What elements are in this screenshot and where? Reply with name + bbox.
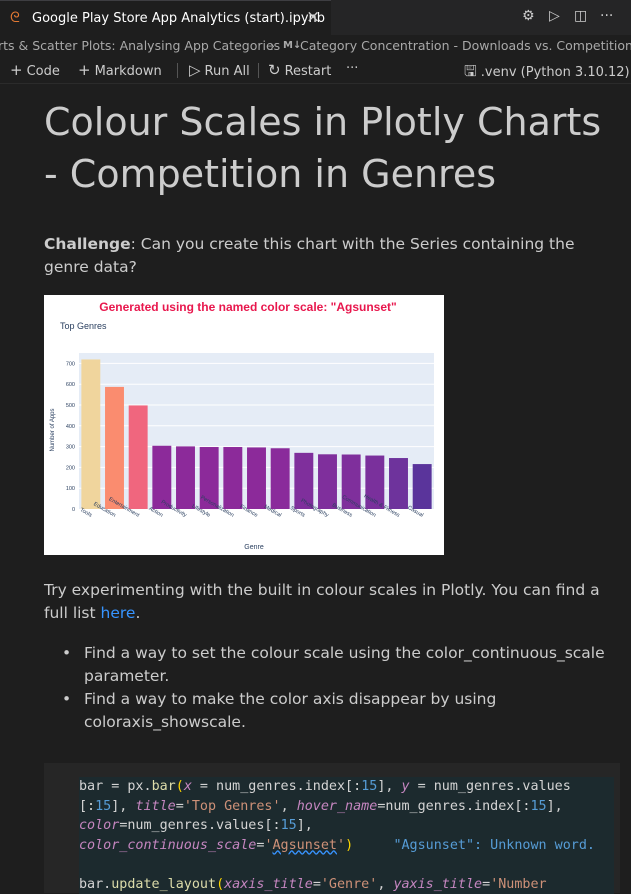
add-code-label: Code — [26, 64, 60, 79]
page-title: Colour Scales in Plotly Charts - Competi… — [44, 100, 602, 196]
list-item: Find a way to set the colour scale using… — [44, 642, 624, 688]
bar[interactable] — [223, 447, 243, 509]
tab-title: Google Play Store App Analytics (start).… — [32, 11, 326, 26]
jupyter-icon: ᘓ — [10, 10, 20, 26]
restart-button[interactable]: ↻ Restart — [268, 61, 331, 79]
x-axis-label: Genre — [244, 544, 264, 551]
more-toolbar-icon[interactable]: ··· — [346, 61, 359, 76]
code-line-1: bar = px.bar(x = num_genres.index[:15], … — [79, 779, 571, 794]
more-actions-icon[interactable]: ··· — [600, 8, 614, 24]
bar[interactable] — [81, 359, 101, 509]
bar-chart: Generated using the named color scale: "… — [50, 300, 434, 551]
bar[interactable] — [176, 446, 195, 509]
editor-tab[interactable]: ᘓ Google Play Store App Analytics (start… — [0, 0, 331, 35]
chevron-right-icon: › — [270, 38, 275, 53]
kernel-icon: 🖫 — [464, 62, 477, 80]
try-paragraph: Try experimenting with the built in colo… — [44, 579, 624, 625]
bar[interactable] — [365, 455, 385, 509]
y-axis-label: Number of Apps — [50, 408, 56, 451]
breadcrumb: rts & Scatter Plots: Analysing App Categ… — [0, 35, 631, 57]
bar[interactable] — [389, 458, 408, 509]
bar[interactable] — [105, 386, 124, 509]
gear-icon[interactable]: ⚙ — [522, 8, 535, 24]
code-line-2: [:15], title='Top Genres', hover_name=nu… — [79, 798, 563, 814]
y-tick-label: 300 — [66, 445, 75, 451]
bar[interactable] — [247, 447, 266, 509]
y-tick-label: 400 — [66, 424, 75, 430]
breadcrumb-item-cell[interactable]: Category Concentration - Downloads vs. C… — [300, 38, 631, 53]
y-tick-label: 500 — [66, 403, 75, 409]
kernel-picker[interactable]: 🖫 .venv (Python 3.10.12) — [464, 61, 630, 86]
markdown-icon: M↓ — [283, 40, 302, 51]
bar[interactable] — [294, 452, 314, 509]
challenge-paragraph: Challenge: Can you create this chart wit… — [44, 233, 624, 279]
run-all-label: Run All — [204, 64, 250, 79]
y-tick-label: 0 — [72, 507, 75, 513]
bar[interactable] — [270, 448, 290, 509]
add-markdown-label: Markdown — [94, 64, 162, 79]
y-tick-label: 100 — [66, 486, 75, 492]
bar[interactable] — [318, 454, 337, 509]
toolbar-divider — [177, 63, 178, 78]
close-icon[interactable]: × — [306, 7, 321, 27]
run-all-button[interactable]: ▷ Run All — [189, 61, 250, 79]
add-code-button[interactable]: + Code — [10, 61, 60, 79]
run-icon[interactable]: ▷ — [549, 8, 560, 24]
x-tick-label: Tools — [79, 507, 93, 519]
add-markdown-button[interactable]: + Markdown — [78, 61, 162, 79]
restart-label: Restart — [284, 64, 332, 79]
tab-bar: ᘓ Google Play Store App Analytics (start… — [0, 0, 631, 35]
chart-banner: Generated using the named color scale: "… — [99, 300, 396, 314]
kernel-label: .venv (Python 3.10.12) — [480, 65, 630, 80]
restart-icon: ↻ — [268, 61, 281, 79]
bar[interactable] — [152, 445, 172, 509]
bar[interactable] — [341, 454, 361, 509]
spell-warning: "Agsunset": Unknown word. — [393, 837, 595, 853]
code-line-4: color_continuous_scale='Agsunset') "Agsu… — [79, 837, 595, 853]
y-tick-label: 200 — [66, 465, 75, 471]
chart-image: Generated using the named color scale: "… — [44, 295, 444, 555]
plus-icon: + — [78, 61, 91, 79]
code-line-3: color=num_genres.values[:15], — [79, 818, 313, 833]
list-item: Find a way to make the color axis disapp… — [44, 688, 624, 734]
bar[interactable] — [128, 405, 148, 509]
bullet-list: Find a way to set the colour scale using… — [44, 642, 624, 734]
plus-icon: + — [10, 61, 23, 79]
notebook-toolbar: + Code + Markdown ▷ Run All ↻ Restart ··· 🖫.… — [0, 57, 631, 84]
try-text: Try experimenting with the built in colo… — [44, 581, 600, 622]
chart-title: Top Genres — [60, 321, 107, 331]
challenge-text: : Can you create this chart with the Ser… — [44, 235, 575, 276]
bar[interactable] — [199, 447, 219, 509]
y-tick-label: 700 — [66, 361, 75, 367]
code-line-5: bar.update_layout(xaxis_title='Genre', y… — [79, 876, 547, 892]
run-all-icon: ▷ — [189, 61, 201, 79]
bar[interactable] — [412, 464, 432, 509]
toolbar-divider — [258, 63, 259, 78]
try-period: . — [135, 604, 141, 622]
y-tick-label: 600 — [66, 382, 75, 388]
challenge-label: Challenge — [44, 235, 131, 253]
code-editor[interactable]: bar = px.bar(x = num_genres.index[:15], … — [79, 777, 614, 894]
breadcrumb-item-section[interactable]: rts & Scatter Plots: Analysing App Categ… — [0, 38, 281, 53]
here-link[interactable]: here — [100, 604, 136, 622]
split-editor-icon[interactable]: ◫ — [574, 8, 588, 24]
